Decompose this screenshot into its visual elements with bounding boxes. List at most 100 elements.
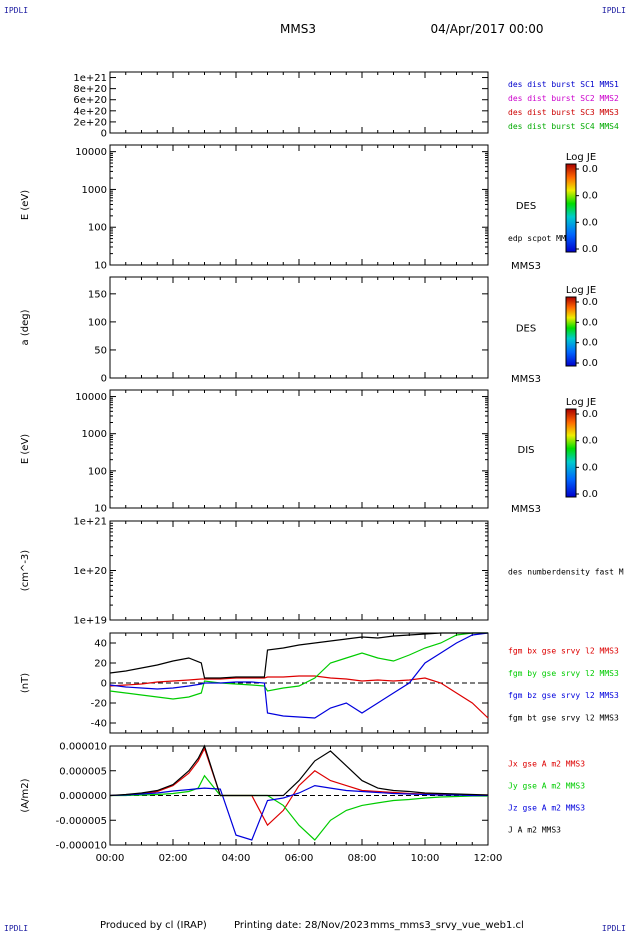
right-label-instrument: DIS <box>518 445 535 456</box>
footer-produced-by: Produced by cl (IRAP) <box>100 920 207 931</box>
colorbar-label: 0.0 <box>582 191 598 202</box>
y-tick-label: 1e+19 <box>73 616 107 627</box>
y-tick-label: -20 <box>91 699 107 710</box>
y-tick-label: 100 <box>88 317 107 328</box>
y-axis-label: a (deg) <box>20 309 31 345</box>
corner-label-bl: IPDLI <box>4 924 28 933</box>
y-tick-label: 1000 <box>82 429 107 440</box>
colorbar-label: 0.0 <box>582 338 598 349</box>
legend-entry: Jy gse A m2 MMS3 <box>508 782 585 791</box>
colorbar-label: 0.0 <box>582 489 598 500</box>
y-axis-label: (A/m2) <box>20 778 31 812</box>
series-line-2 <box>109 632 489 719</box>
footer-printing-date: Printing date: 28/Nov/2023 <box>234 920 369 931</box>
y-tick-label: 8e+20 <box>73 84 107 95</box>
right-label-instrument: DES <box>516 324 536 335</box>
colorbar-label: 0.0 <box>582 409 598 420</box>
plot-title: MMS3 <box>280 22 316 36</box>
series-line-3 <box>109 632 488 679</box>
y-tick-label: 10000 <box>75 392 107 403</box>
x-tick-label: 12:00 <box>474 853 503 864</box>
y-tick-label: 1e+20 <box>73 566 107 577</box>
panel-frame <box>109 276 489 379</box>
x-tick-label: 04:00 <box>222 853 251 864</box>
colorbar-label: 0.0 <box>582 436 598 447</box>
x-axis: 00:00 02:00 04:00 06:00 08:00 10:00 12:00 <box>96 853 503 864</box>
series-line-1 <box>110 774 488 841</box>
y-tick-label: 4e+20 <box>73 106 107 117</box>
x-tick-label: 06:00 <box>285 853 314 864</box>
panel-frame <box>109 144 489 266</box>
legend-entry: fgm by gse srvy l2 MMS3 <box>508 669 619 678</box>
legend-entry: Jx gse A m2 MMS3 <box>508 760 585 769</box>
colorbar-label: 0.0 <box>582 462 598 473</box>
legend-entry: Jz gse A m2 MMS3 <box>508 804 585 813</box>
y-tick-label: 1e+21 <box>73 517 107 528</box>
colorbar-1: Log JE0.00.00.00.0 <box>565 152 598 255</box>
y-tick-label: 100 <box>88 466 107 477</box>
y-tick-label: 10000 <box>75 147 107 158</box>
panel-des-numberdensity: 1e+21 1e+20 1e+19 (cm^-3) des numberdensity … <box>20 517 624 627</box>
legend-entry: fgm bt gse srvy l2 MMS3 <box>508 713 619 722</box>
legend-entry: des dist burst SC4 MMS4 <box>508 122 619 131</box>
plot-date: 04/Apr/2017 00:00 <box>430 22 543 36</box>
panel-frame <box>109 71 489 134</box>
series-line-1 <box>109 632 488 700</box>
y-tick-label: -40 <box>91 719 107 730</box>
right-label-spacecraft: MMS3 <box>511 374 541 385</box>
panel-fpi-current: 0.000010 0.000005 0.000000 -0.000005 -0.0000… <box>20 742 585 852</box>
x-tick-label: 00:00 <box>96 853 125 864</box>
y-tick-label: 20 <box>94 659 107 670</box>
corner-label-tr: IPDLI <box>602 6 626 15</box>
panel-des-pitch-angle: 150 100 50 0 a (deg) DES MMS3 <box>20 276 541 385</box>
series-line-2 <box>109 784 488 841</box>
legend-entry: des numberdensity fast M <box>508 568 624 577</box>
y-axis-label: E (eV) <box>20 434 31 464</box>
y-axis-label: (cm^-3) <box>20 550 31 591</box>
y-tick-label: 10 <box>94 504 107 515</box>
colorbar-title: Log JE <box>566 285 596 296</box>
y-tick-label: 0.000000 <box>59 791 107 802</box>
colorbar-3: Log JE0.00.00.00.0 <box>565 397 598 500</box>
colorbar-gradient <box>565 163 577 253</box>
footer-filename: mms_mms3_srvy_vue_web1.cl <box>370 920 524 931</box>
x-tick-label: 10:00 <box>411 853 440 864</box>
colorbar-label: 0.0 <box>582 358 598 369</box>
legend-entry: J A m2 MMS3 <box>508 826 561 835</box>
panel-frame <box>109 520 489 621</box>
legend-entry: des dist burst SC1 MMS1 <box>508 80 619 89</box>
y-tick-label: 0.000010 <box>59 742 107 753</box>
panel-frame <box>109 389 489 509</box>
colorbar-2: Log JE0.00.00.00.0 <box>565 285 598 369</box>
y-axis-label: E (eV) <box>20 190 31 220</box>
panel-fgm-b: 40 20 0 -20 -40 (nT) fgm bx gse srvy l2 MMS3 fg… <box>20 632 619 734</box>
series-line-0 <box>109 675 489 719</box>
y-tick-label: -0.000005 <box>56 816 107 827</box>
colorbar-label: 0.0 <box>582 164 598 175</box>
y-tick-label: 6e+20 <box>73 95 107 106</box>
right-label-spacecraft: MMS3 <box>511 261 541 272</box>
panel-dis-energy: 10000 1000 100 10 E (eV) DIS MMS3 <box>20 389 541 515</box>
y-tick-label: 1000 <box>82 185 107 196</box>
legend-entry: des dist burst SC2 MMS2 <box>508 94 619 103</box>
corner-label-tl: IPDLI <box>4 6 28 15</box>
colorbar-label: 0.0 <box>582 244 598 255</box>
y-tick-label: -0.000010 <box>56 841 107 852</box>
series-line-3 <box>109 744 489 797</box>
y-tick-label: 150 <box>88 289 107 300</box>
y-tick-label: 50 <box>94 345 107 356</box>
y-tick-label: 10 <box>94 261 107 272</box>
panel-des-energy: 10000 1000 100 10 E (eV) DES edp scpot MMS3 MMS… <box>20 144 576 272</box>
legend-entry: des dist burst SC3 MMS3 <box>508 108 619 117</box>
y-tick-label: 0.000005 <box>59 766 107 777</box>
colorbar-label: 0.0 <box>582 317 598 328</box>
right-label-spacecraft: MMS3 <box>511 504 541 515</box>
x-tick-label: 02:00 <box>159 853 188 864</box>
y-tick-label: 1e+21 <box>73 73 107 84</box>
legend-entry: fgm bz gse srvy l2 MMS3 <box>508 691 619 700</box>
colorbar-title: Log JE <box>566 152 596 163</box>
y-tick-label: 2e+20 <box>73 117 107 128</box>
colorbar-label: 0.0 <box>582 217 598 228</box>
